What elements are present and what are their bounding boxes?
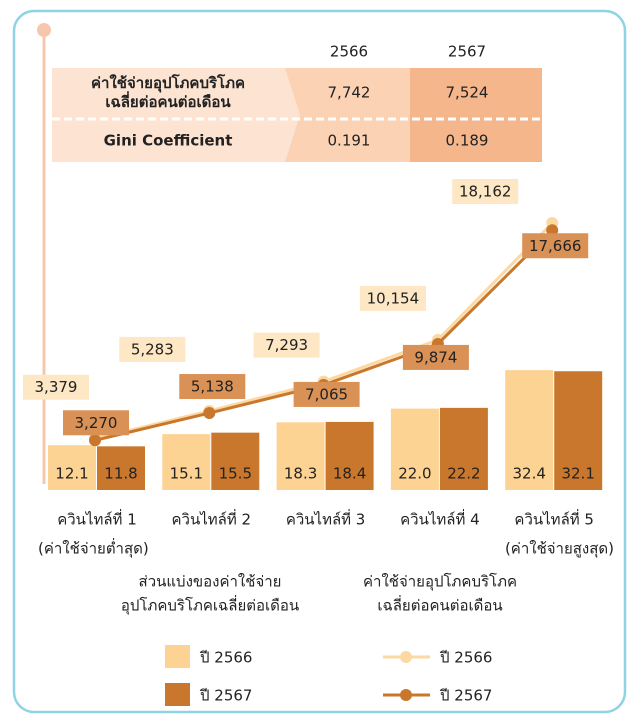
bar-label: 18.4 [333, 465, 366, 483]
legend-title: ค่าใช้จ่ายอุปโภคบริโภค [363, 573, 517, 592]
legend-title: ส่วนแบ่งของค่าใช้จ่าย [139, 573, 282, 591]
bar-label: 32.1 [561, 465, 594, 483]
column-header: 2566 [330, 43, 368, 61]
bar [554, 371, 603, 490]
col-2567 [410, 68, 542, 162]
bar-label: 22.2 [447, 465, 480, 483]
row-label: ค่าใช้จ่ายอุปโภคบริโภค [91, 73, 245, 93]
bar [97, 446, 145, 490]
label-box [23, 374, 89, 400]
bar [505, 370, 554, 490]
cell: 7,524 [446, 84, 489, 102]
label-box [119, 336, 186, 362]
row-label: Gini Coefficient [104, 132, 233, 150]
legend-label: ปี 2566 [199, 649, 252, 667]
axis-cap [37, 23, 51, 37]
bar [439, 407, 488, 490]
label-box [63, 410, 129, 436]
legend-label: ปี 2566 [439, 649, 492, 667]
bar-label: 11.8 [104, 465, 137, 483]
legend-title: อุปโภคบริโภคเฉลี่ยต่อเดือน [121, 595, 299, 616]
bar-label: 15.1 [170, 465, 203, 483]
point-label: 7,065 [305, 385, 348, 403]
bar-label: 18.3 [284, 465, 317, 483]
point-label: 10,154 [367, 289, 420, 307]
label-box [293, 381, 360, 407]
col-2566 [285, 68, 410, 162]
legend-label: ปี 2567 [199, 687, 252, 705]
category-note: (ค่าใช้จ่ายต่ำสุด) [38, 538, 149, 559]
label-box [402, 344, 469, 370]
point-label: 7,293 [265, 336, 308, 354]
bar [162, 434, 211, 490]
x-tick-label: ควินไทล์ที่ 3 [286, 509, 366, 529]
bar [325, 421, 374, 490]
legend-swatch [165, 683, 190, 706]
row-label: เฉลี่ยต่อคนต่อเดือน [105, 91, 231, 111]
point [89, 434, 101, 447]
point [203, 407, 216, 420]
legend-dot [400, 651, 412, 663]
point-label: 3,379 [35, 378, 78, 396]
legend-dot [400, 689, 412, 701]
point-label: 17,666 [529, 237, 582, 255]
bar-label: 12.1 [55, 465, 88, 483]
label-box [452, 179, 519, 205]
label-box [179, 374, 246, 400]
point-label: 5,283 [131, 340, 174, 358]
point-label: 18,162 [459, 183, 512, 201]
cell: 7,742 [328, 84, 371, 102]
label-box [359, 285, 426, 311]
label-box [253, 332, 320, 358]
point-label: 3,270 [75, 414, 118, 432]
x-tick-label: ควินไทล์ที่ 2 [172, 509, 252, 529]
bar-label: 15.5 [219, 465, 252, 483]
category-note: (ค่าใช้จ่ายสูงสุด) [505, 540, 614, 559]
x-tick-label: ควินไทล์ที่ 5 [514, 509, 594, 529]
legend-label: ปี 2567 [439, 687, 492, 705]
column-header: 2567 [448, 43, 486, 61]
legend-title: เฉลี่ยต่อคนต่อเดือน [377, 595, 502, 615]
legend-swatch [165, 645, 190, 668]
bar [211, 432, 260, 490]
bar [276, 422, 325, 490]
point-label: 5,138 [191, 378, 234, 396]
bar-label: 32.4 [512, 465, 545, 483]
cell: 0.191 [328, 132, 371, 150]
bar [390, 408, 439, 490]
x-tick-label: ควินไทล์ที่ 1 [57, 509, 137, 529]
bar-label: 22.0 [398, 465, 431, 483]
bar [48, 445, 96, 490]
label-box [522, 233, 589, 259]
point-label: 9,874 [414, 348, 457, 366]
cell: 0.189 [446, 132, 489, 150]
x-tick-label: ควินไทล์ที่ 4 [400, 509, 480, 529]
